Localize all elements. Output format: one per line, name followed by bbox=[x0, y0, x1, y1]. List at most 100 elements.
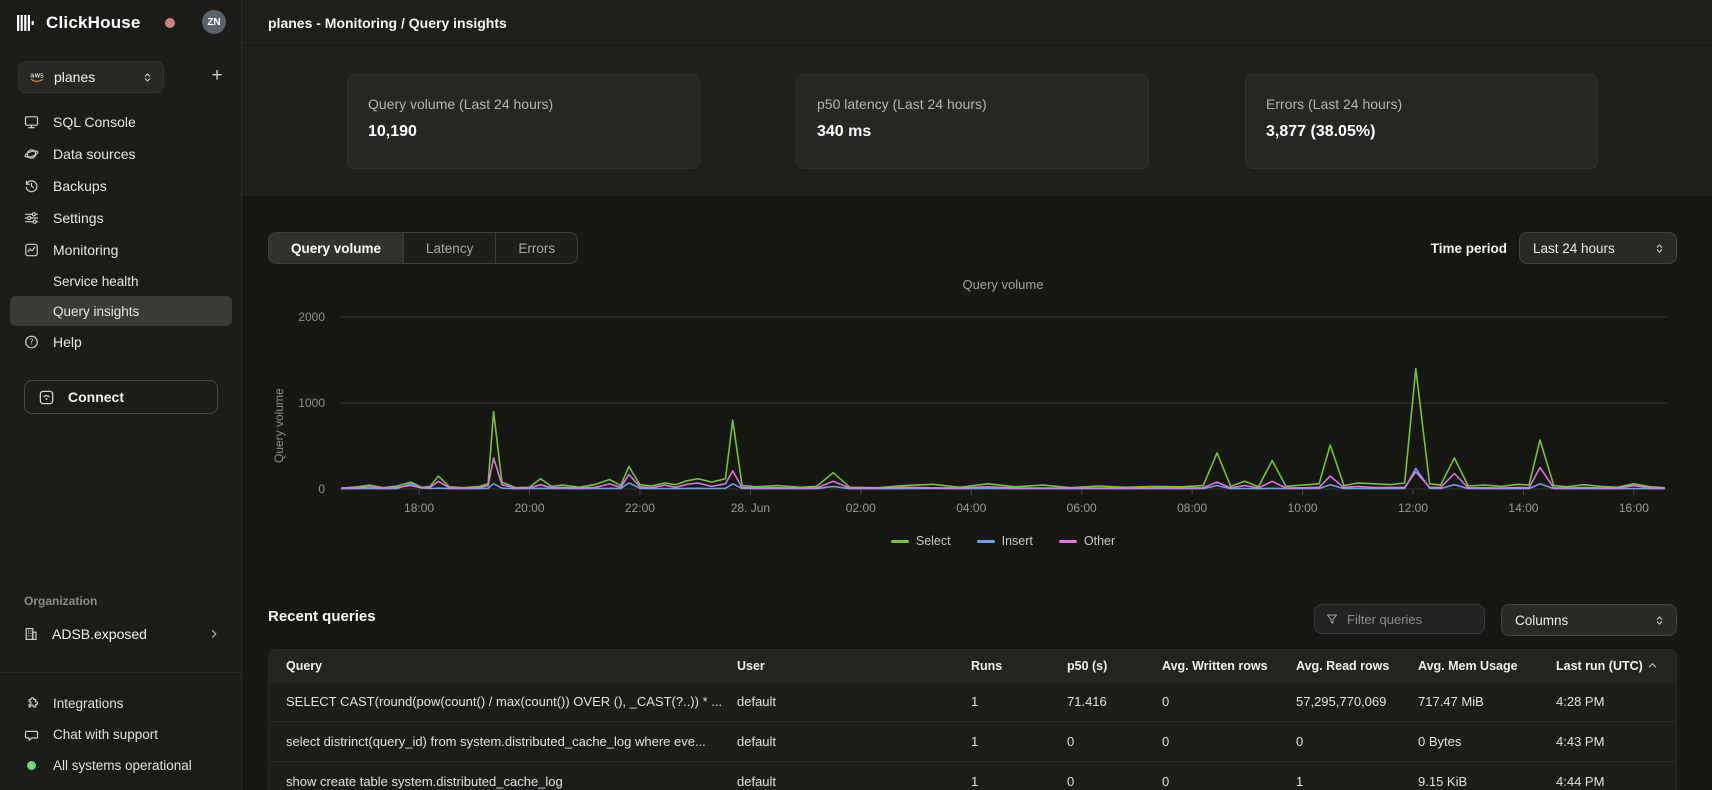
sidebar-item-query-insights[interactable]: Query insights bbox=[10, 296, 232, 326]
table-row[interactable]: select distrinct(query_id) from system.d… bbox=[269, 721, 1676, 761]
stat-value: 3,877 (38.05%) bbox=[1266, 123, 1376, 140]
sidebar-footer-label: Chat with support bbox=[53, 727, 159, 742]
legend-item-insert[interactable]: Insert bbox=[976, 534, 1033, 548]
connect-label: Connect bbox=[68, 389, 124, 405]
add-service-button[interactable]: + bbox=[211, 65, 223, 86]
svg-text:14:00: 14:00 bbox=[1508, 501, 1538, 515]
chart-tabs: Query volume Latency Errors bbox=[268, 232, 579, 264]
table-cell: 4:44 PM bbox=[1556, 774, 1605, 789]
column-header-label: Avg. Written rows bbox=[1162, 658, 1268, 673]
clickhouse-logo-icon bbox=[16, 14, 37, 32]
svg-text:10:00: 10:00 bbox=[1288, 501, 1318, 515]
stat-label: Errors (Last 24 hours) bbox=[1266, 96, 1403, 112]
column-header-p50-s-[interactable]: p50 (s) bbox=[1067, 659, 1162, 673]
table-cell: 0 bbox=[1162, 774, 1170, 789]
sidebar-item-label: Data sources bbox=[53, 146, 136, 162]
table-cell: 0 bbox=[1296, 734, 1304, 749]
sidebar-footer-all-systems-operational[interactable]: All systems operational bbox=[10, 750, 232, 781]
service-name: planes bbox=[54, 69, 96, 85]
query-volume-chart: 0 1000 2000 18:00 20:00 22:00 28. Jun 02:00 04:0… bbox=[298, 310, 1667, 515]
chevron-updown-icon bbox=[1653, 242, 1666, 255]
column-header-avg-mem-usage[interactable]: Avg. Mem Usage bbox=[1418, 659, 1556, 673]
sidebar-divider bbox=[0, 672, 242, 673]
sort-asc-icon bbox=[1648, 662, 1657, 669]
organization-heading: Organization bbox=[24, 594, 98, 608]
column-header-user[interactable]: User bbox=[737, 659, 971, 673]
column-header-query[interactable]: Query bbox=[286, 659, 737, 673]
sidebar-item-label: Service health bbox=[53, 273, 139, 289]
sidebar-item-backups[interactable]: Backups bbox=[10, 170, 232, 202]
filter-queries-input[interactable] bbox=[1347, 611, 1474, 627]
integrations-icon bbox=[23, 696, 40, 712]
backups-icon bbox=[23, 178, 40, 194]
chevron-updown-icon bbox=[141, 71, 154, 84]
sidebar-footer: Integrations Chat with support All systems… bbox=[10, 688, 232, 781]
service-selector[interactable]: aws planes bbox=[18, 61, 164, 93]
monitoring-icon bbox=[23, 242, 40, 258]
legend-swatch bbox=[976, 539, 995, 543]
time-period-select[interactable]: Last 24 hours bbox=[1519, 232, 1677, 264]
tab-latency[interactable]: Latency bbox=[404, 233, 497, 263]
table-cell: SELECT CAST(round(pow(count() / max(coun… bbox=[286, 694, 723, 709]
stat-label: Query volume (Last 24 hours) bbox=[368, 96, 554, 112]
sidebar-footer-label: Integrations bbox=[53, 696, 124, 711]
legend-item-other[interactable]: Other bbox=[1058, 534, 1115, 548]
column-header-avg-read-rows[interactable]: Avg. Read rows bbox=[1296, 659, 1418, 673]
svg-text:28. Jun: 28. Jun bbox=[731, 501, 770, 515]
table-cell: 0 Bytes bbox=[1418, 734, 1462, 749]
sidebar-footer-chat-with-support[interactable]: Chat with support bbox=[10, 719, 232, 750]
stat-card-1: p50 latency (Last 24 hours) 340 ms bbox=[796, 74, 1149, 169]
svg-text:?: ? bbox=[29, 338, 33, 347]
column-header-avg-written-rows[interactable]: Avg. Written rows bbox=[1162, 659, 1296, 673]
svg-text:aws: aws bbox=[30, 72, 44, 80]
svg-text:02:00: 02:00 bbox=[846, 501, 876, 515]
table-header-row: Query User Runs p50 (s) Avg. Written rows Avg… bbox=[269, 650, 1676, 681]
sidebar-item-service-health[interactable]: Service health bbox=[10, 266, 232, 296]
svg-text:2000: 2000 bbox=[298, 310, 325, 324]
svg-text:16:00: 16:00 bbox=[1619, 501, 1649, 515]
svg-text:1000: 1000 bbox=[298, 396, 325, 410]
table-cell: 0 bbox=[1067, 774, 1075, 789]
connect-icon bbox=[38, 389, 55, 406]
column-header-last-run-utc-[interactable]: Last run (UTC) bbox=[1556, 659, 1676, 673]
brand: ClickHouse bbox=[16, 10, 228, 36]
tab-errors[interactable]: Errors bbox=[518, 240, 556, 256]
sidebar-item-label: Backups bbox=[53, 178, 107, 194]
time-period-control: Time period Last 24 hours bbox=[1431, 232, 1677, 264]
sidebar-footer-integrations[interactable]: Integrations bbox=[10, 688, 232, 719]
sidebar-item-label: Help bbox=[53, 334, 82, 350]
sidebar-item-settings[interactable]: Settings bbox=[10, 202, 232, 234]
svg-text:22:00: 22:00 bbox=[625, 501, 655, 515]
sidebar-footer-label: All systems operational bbox=[53, 758, 192, 773]
organization-name: ADSB.exposed bbox=[52, 626, 147, 642]
stat-value: 10,190 bbox=[368, 123, 417, 140]
table-row[interactable]: SELECT CAST(round(pow(count() / max(coun… bbox=[269, 681, 1676, 721]
tab-query-volume[interactable]: Query volume bbox=[269, 233, 405, 263]
sidebar-item-monitoring[interactable]: Monitoring bbox=[10, 234, 232, 266]
columns-select[interactable]: Columns bbox=[1501, 604, 1677, 636]
connect-button[interactable]: Connect bbox=[24, 380, 218, 414]
legend-item-select[interactable]: Select bbox=[890, 534, 951, 548]
table-cell: 57,295,770,069 bbox=[1296, 694, 1387, 709]
stat-label: p50 latency (Last 24 hours) bbox=[817, 96, 987, 112]
column-header-runs[interactable]: Runs bbox=[971, 659, 1067, 673]
organization-row[interactable]: ADSB.exposed bbox=[10, 618, 232, 650]
table-cell: 0 bbox=[1162, 734, 1170, 749]
svg-text:12:00: 12:00 bbox=[1398, 501, 1428, 515]
stats-band: Query volume (Last 24 hours) 10,190 p50 la… bbox=[242, 46, 1712, 197]
chart-title: Query volume bbox=[962, 277, 1044, 292]
breadcrumb-title: planes - Monitoring / Query insights bbox=[268, 14, 507, 31]
sidebar-item-sql-console[interactable]: SQL Console bbox=[10, 106, 232, 138]
sidebar-item-label: Settings bbox=[53, 210, 104, 226]
data-sources-icon bbox=[23, 146, 40, 162]
table-cell: default bbox=[737, 734, 777, 749]
avatar[interactable]: ZN bbox=[202, 10, 226, 34]
sidebar-item-data-sources[interactable]: Data sources bbox=[10, 138, 232, 170]
organization-building-icon bbox=[23, 626, 39, 642]
sidebar-item-help[interactable]: ? Help bbox=[10, 326, 232, 358]
table-cell: select distrinct(query_id) from system.d… bbox=[286, 734, 706, 749]
column-header-label: p50 (s) bbox=[1067, 658, 1108, 673]
table-cell: 1 bbox=[971, 774, 979, 789]
table-row[interactable]: show create table system.distributed_cac… bbox=[269, 761, 1676, 790]
table-cell: 9.15 KiB bbox=[1418, 774, 1468, 789]
